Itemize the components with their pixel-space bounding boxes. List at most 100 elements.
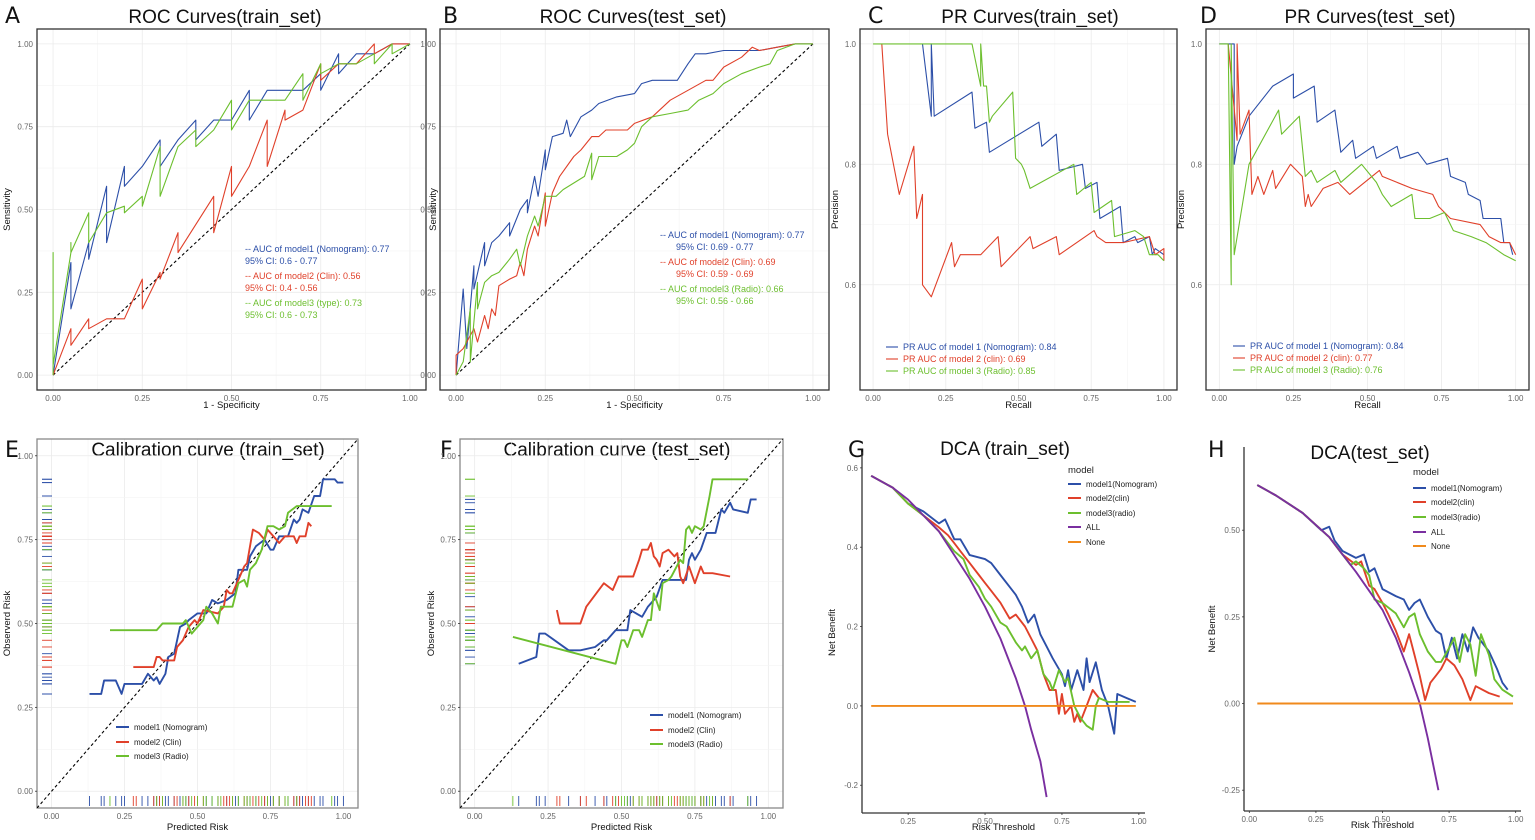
- legend: -- AUC of model1 (Nomogram): 0.77 95% CI:…: [245, 244, 390, 320]
- x-tick-label: 0.75: [1083, 394, 1099, 403]
- y-tick-label: 0.25: [440, 703, 456, 712]
- legend-entry-none: None: [1431, 542, 1451, 551]
- reference-diagonal: [52, 43, 411, 376]
- x-tick-label: 0.25: [117, 812, 133, 821]
- chart-title: PR Curves(test_set): [1284, 7, 1455, 28]
- panel-letter: A: [5, 4, 20, 29]
- series-line-model2: [133, 521, 313, 669]
- x-tick-label: 1.00: [761, 812, 777, 821]
- y-axis-label: Sensitivity: [2, 188, 13, 231]
- x-tick-label: 0.25: [1286, 394, 1302, 403]
- x-tick-label: 0.75: [1054, 817, 1070, 826]
- y-tick-label: 0.00: [17, 371, 33, 380]
- x-tick-label: 0.75: [716, 394, 732, 403]
- series-line-model3: [110, 505, 332, 635]
- series-line-model3: [873, 43, 1165, 262]
- legend-entry-model3: model3(radio): [1431, 513, 1481, 522]
- chart-title: DCA(test_set): [1310, 443, 1429, 464]
- series-line-model1: [1219, 43, 1514, 255]
- y-tick-label: 0.75: [17, 536, 33, 545]
- x-tick-label: 1.00: [336, 812, 352, 821]
- series-line-model1: [89, 478, 344, 695]
- legend-entry-model2: PR AUC of model 2 (clin): 0.69: [903, 354, 1026, 364]
- series-line-model2: [881, 43, 1165, 298]
- y-tick-label: 0.50: [1224, 526, 1240, 535]
- plot-frame: [1205, 28, 1530, 391]
- x-tick-label: 0.75: [687, 812, 703, 821]
- x-axis-label: Risk Threshold: [1351, 820, 1414, 831]
- y-tick-label: 1.0: [845, 40, 857, 49]
- series-line-model2: [455, 43, 813, 376]
- chart-title: PR Curves(train_set): [941, 7, 1118, 28]
- y-axis-label: Net Benefit: [827, 609, 838, 656]
- x-tick-label: 0.25: [1308, 815, 1324, 824]
- series-line-model1: [921, 43, 1165, 256]
- legend-ci-model2: 95% CI: 0.59 - 0.69: [676, 269, 754, 279]
- chart-title: DCA (train_set): [940, 439, 1070, 460]
- y-axis-label: Precision: [1176, 190, 1187, 229]
- gridlines: [1206, 29, 1529, 390]
- y-tick-label: 1.00: [440, 452, 456, 461]
- rug-marks: [465, 478, 758, 806]
- rug-marks: [42, 478, 344, 806]
- y-tick-label: 0.50: [17, 206, 33, 215]
- gridlines: [440, 29, 829, 390]
- panel-d: D PR Curves(test_set)0.00 0.25 0.50 0.75 1.00…: [1176, 4, 1530, 411]
- x-tick-label: 0.50: [224, 394, 240, 403]
- legend: model1 (Nomogram) model2 (Clin) model3 (Ra…: [116, 723, 208, 761]
- y-tick-label: 0.8: [845, 160, 857, 169]
- x-tick-label: 1.00: [1508, 815, 1524, 824]
- panel-letter: D: [1200, 4, 1217, 29]
- panel-g: G DCA (train_set) 0.25 0.50 0.75 1.00 -0.2 0.0 0…: [827, 438, 1157, 833]
- legend-title: model: [1068, 465, 1094, 476]
- panel-b: B ROC Curves(test_set) 0.00 0.25 0.50 0.75 1.0…: [420, 4, 830, 411]
- x-tick-label: 0.25: [134, 394, 150, 403]
- y-axis-label: Net Benefit: [1207, 605, 1218, 652]
- y-tick-label: 1.00: [420, 40, 436, 49]
- panel-h: H DCA(test_set) 0.00 0.25 0.50 0.75 1.00 -0.25 0…: [1207, 438, 1524, 831]
- legend-entry-model2: -- AUC of model2 (Clin): 0.56: [245, 271, 361, 281]
- legend-entry-model3: PR AUC of model 3 (Radio): 0.85: [903, 366, 1036, 376]
- gridlines: [860, 29, 1177, 390]
- legend-entry-model1: PR AUC of model 1 (Nomogram): 0.84: [1250, 341, 1404, 351]
- y-tick-label: 0.00: [17, 787, 33, 796]
- series-line-model2: [870, 474, 1100, 723]
- y-tick-label: 0.50: [440, 620, 456, 629]
- x-tick-label: 0.50: [1011, 394, 1027, 403]
- series-line-all: [1256, 484, 1440, 791]
- y-tick-label: 1.00: [17, 452, 33, 461]
- legend-entry-model3: PR AUC of model 3 (Radio): 0.76: [1250, 365, 1383, 375]
- series-line-model3: [512, 478, 748, 665]
- panel-c: C PR Curves(train_set) 0.00 0.25 0.50 0.75 1.0…: [830, 4, 1178, 411]
- y-axis-label: Observerd Risk: [426, 591, 437, 657]
- legend-entry-model3: -- AUC of model3 (Radio): 0.66: [660, 284, 784, 294]
- y-axis-label: Precision: [830, 190, 841, 229]
- y-tick-label: 0.2: [847, 623, 859, 632]
- x-axis-label: Risk Threshold: [972, 822, 1035, 833]
- legend-entry-model1: model1(Nomogram): [1086, 480, 1157, 489]
- x-tick-label: 0.00: [45, 394, 61, 403]
- series-line-model1: [1256, 484, 1509, 691]
- x-tick-label: 0.75: [263, 812, 279, 821]
- y-tick-label: 0.6: [1191, 281, 1203, 290]
- x-tick-label: 0.25: [537, 394, 553, 403]
- legend: model model1(Nomogram) model2(clin) model3(…: [1068, 465, 1157, 547]
- series-line-model2: [1227, 43, 1517, 255]
- y-tick-label: 0.4: [847, 543, 859, 552]
- x-axis-label: Predicted Risk: [167, 822, 228, 833]
- series-line-all: [870, 474, 1048, 798]
- x-axis-label: Recall: [1354, 400, 1380, 411]
- panel-letter: F: [440, 438, 453, 463]
- series-line-model3: [455, 43, 813, 376]
- legend-entry-model3: model3 (Radio): [668, 740, 723, 749]
- legend-entry-model1: -- AUC of model1 (Nomogram): 0.77: [660, 230, 805, 240]
- y-axis-label: Sensitivity: [428, 188, 439, 231]
- y-tick-label: 0.0: [847, 702, 859, 711]
- panel-letter: E: [5, 438, 19, 463]
- legend-title: model: [1413, 467, 1439, 478]
- legend-ci-model3: 95% CI: 0.56 - 0.66: [676, 296, 754, 306]
- legend-entry-model1: model1 (Nomogram): [668, 711, 742, 720]
- x-tick-label: 0.50: [190, 812, 206, 821]
- legend-ci-model3: 95% CI: 0.6 - 0.73: [245, 310, 318, 320]
- y-tick-label: 0.50: [420, 206, 436, 215]
